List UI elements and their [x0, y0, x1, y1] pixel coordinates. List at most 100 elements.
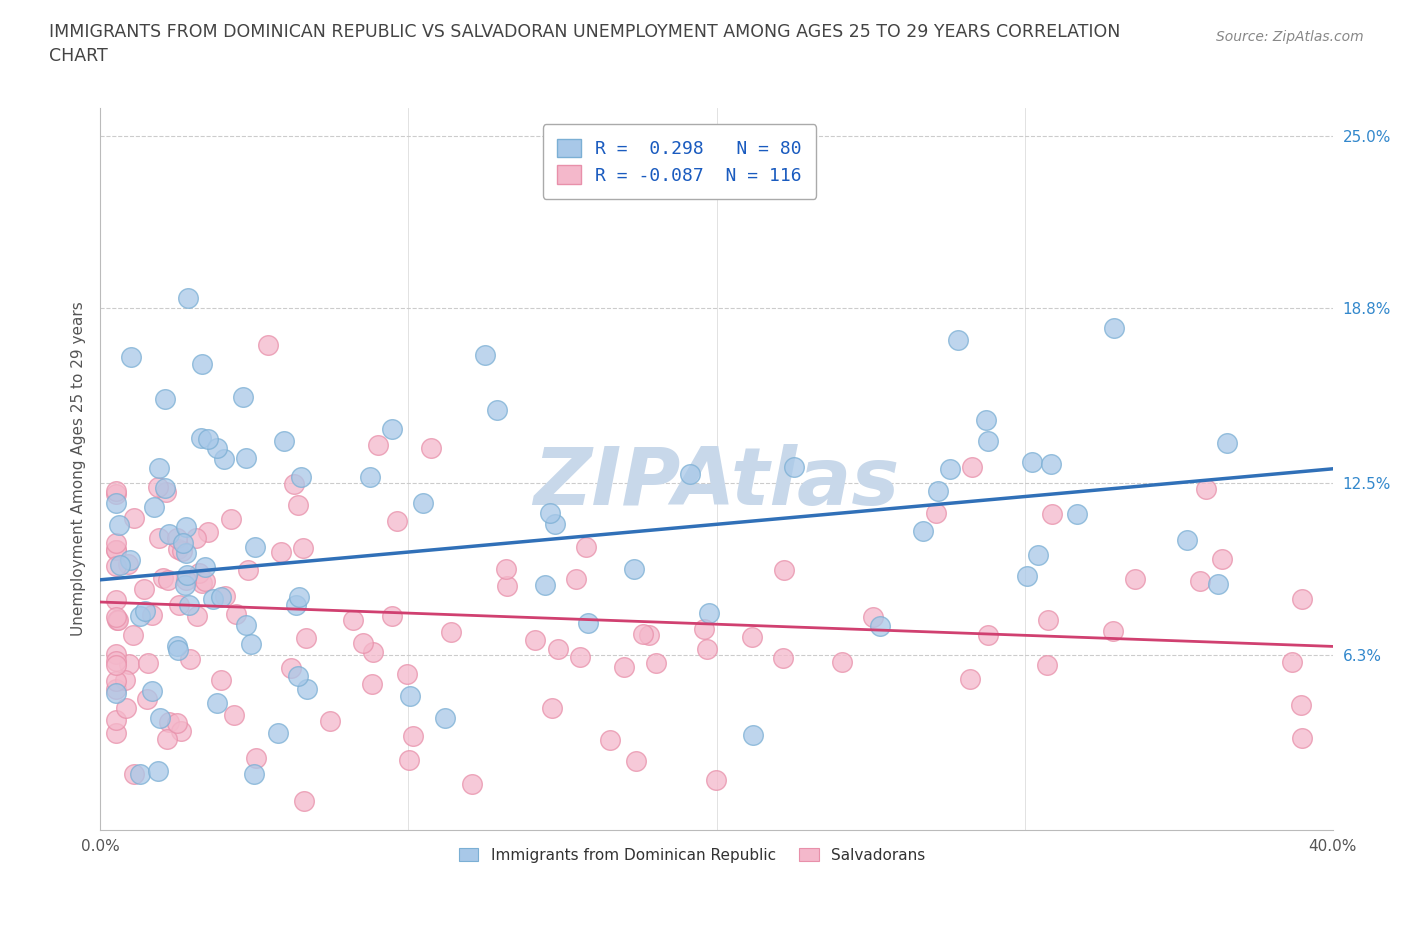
Point [174, 520, 197, 535]
Point [136, 656, 159, 671]
Point [1123, 571, 1146, 586]
Point [194, 573, 217, 588]
Point [194, 559, 217, 574]
Point [1021, 455, 1043, 470]
Point [153, 481, 176, 496]
Point [285, 597, 308, 612]
Point [166, 638, 188, 653]
Text: Source: ZipAtlas.com: Source: ZipAtlas.com [1216, 30, 1364, 44]
Point [319, 714, 342, 729]
Point [257, 338, 280, 352]
Point [485, 403, 508, 418]
Point [461, 777, 484, 791]
Point [773, 563, 796, 578]
Point [962, 460, 984, 475]
Point [108, 518, 131, 533]
Point [104, 713, 127, 728]
Point [1042, 507, 1064, 522]
Point [146, 764, 169, 778]
Point [212, 452, 235, 467]
Point [599, 733, 621, 748]
Point [177, 290, 200, 305]
Point [352, 636, 374, 651]
Point [925, 506, 948, 521]
Point [108, 558, 131, 573]
Point [547, 642, 569, 657]
Point [290, 469, 312, 484]
Point [235, 450, 257, 465]
Point [167, 598, 190, 613]
Point [149, 711, 172, 725]
Point [179, 652, 201, 667]
Point [359, 469, 381, 484]
Point [623, 562, 645, 577]
Point [222, 707, 245, 722]
Point [104, 654, 127, 669]
Point [120, 350, 142, 365]
Point [172, 536, 194, 551]
Point [575, 539, 598, 554]
Point [697, 605, 720, 620]
Point [128, 766, 150, 781]
Point [134, 582, 156, 597]
Point [167, 541, 190, 556]
Point [1036, 658, 1059, 672]
Point [104, 725, 127, 740]
Point [434, 711, 457, 725]
Point [398, 752, 420, 767]
Point [153, 392, 176, 406]
Point [1040, 457, 1063, 472]
Point [107, 613, 129, 628]
Point [211, 672, 233, 687]
Point [1291, 730, 1313, 745]
Point [1175, 532, 1198, 547]
Point [939, 462, 962, 477]
Point [541, 700, 564, 715]
Point [273, 433, 295, 448]
Point [134, 604, 156, 618]
Point [568, 650, 591, 665]
Text: ZIPAtlas: ZIPAtlas [533, 445, 900, 523]
Point [270, 545, 292, 560]
Point [1206, 577, 1229, 591]
Point [1289, 698, 1312, 712]
Point [219, 512, 242, 526]
Point [631, 627, 654, 642]
Point [105, 682, 128, 697]
Point [287, 498, 309, 512]
Point [205, 696, 228, 711]
Point [211, 590, 233, 604]
Point [440, 624, 463, 639]
Point [399, 689, 422, 704]
Point [184, 530, 207, 545]
Point [576, 616, 599, 631]
Point [152, 571, 174, 586]
Point [104, 558, 127, 573]
Y-axis label: Unemployment Among Ages 25 to 29 years: Unemployment Among Ages 25 to 29 years [72, 301, 86, 636]
Point [287, 590, 309, 604]
Point [148, 460, 170, 475]
Point [167, 643, 190, 658]
Point [191, 576, 214, 591]
Point [104, 496, 127, 511]
Point [869, 618, 891, 633]
Point [141, 607, 163, 622]
Point [186, 609, 208, 624]
Point [495, 578, 517, 593]
Point [104, 647, 127, 662]
Point [104, 673, 127, 688]
Point [1066, 507, 1088, 522]
Point [170, 724, 193, 738]
Point [420, 441, 443, 456]
Point [624, 753, 647, 768]
Point [678, 467, 700, 482]
Point [862, 610, 884, 625]
Point [105, 613, 128, 628]
Point [104, 543, 127, 558]
Point [613, 659, 636, 674]
Point [231, 390, 253, 405]
Point [295, 682, 318, 697]
Point [693, 622, 716, 637]
Point [191, 356, 214, 371]
Point [360, 677, 382, 692]
